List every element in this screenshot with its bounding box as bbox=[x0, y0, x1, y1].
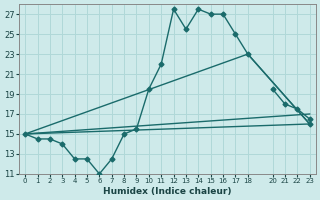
X-axis label: Humidex (Indice chaleur): Humidex (Indice chaleur) bbox=[103, 187, 232, 196]
